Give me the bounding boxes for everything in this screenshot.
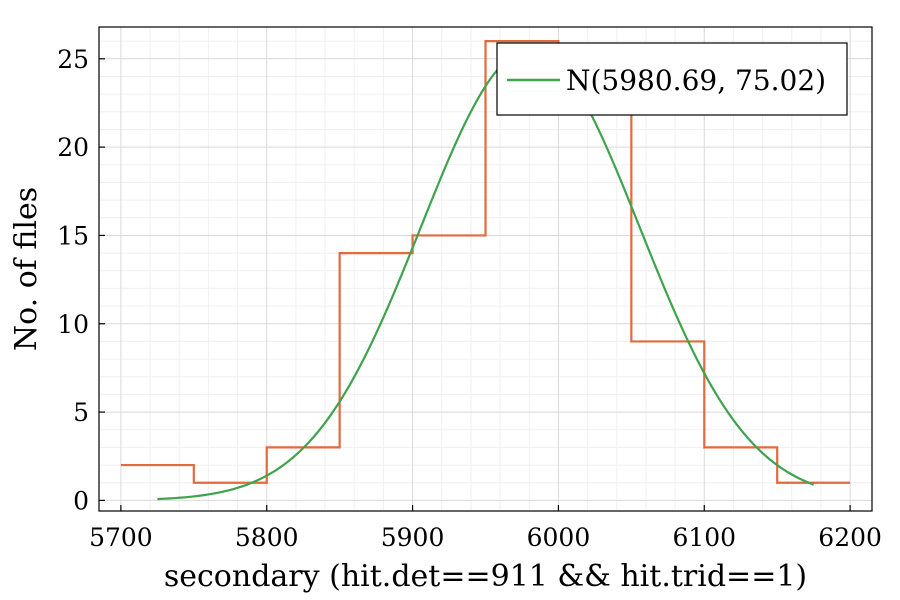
y-tick-label: 25 (57, 45, 89, 74)
y-axis-title: No. of files (9, 187, 44, 351)
x-tick-label: 6100 (672, 523, 736, 552)
x-tick-label: 6200 (818, 523, 882, 552)
y-tick-label: 20 (57, 133, 89, 162)
gaussian-fit-curve (157, 48, 815, 501)
y-axis-ticks: 0 5 10 15 20 25 (57, 45, 105, 515)
legend-label-fit: N(5980.69, 75.02) (566, 64, 826, 97)
y-tick-label: 10 (57, 310, 89, 339)
x-tick-label: 5800 (235, 523, 299, 552)
x-axis-title: secondary (hit.det==911 && hit.trid==1) (164, 559, 807, 594)
y-tick-label: 15 (57, 221, 89, 250)
x-axis-ticks: 5700 5800 5900 6000 6100 6200 (89, 505, 882, 552)
legend: N(5980.69, 75.02) (496, 42, 848, 116)
x-tick-label: 5700 (89, 523, 153, 552)
x-tick-label: 5900 (381, 523, 445, 552)
y-tick-label: 5 (73, 398, 89, 427)
x-tick-label: 6000 (527, 523, 591, 552)
plot-series (120, 40, 851, 501)
plot-frame (98, 26, 873, 512)
y-tick-label: 0 (73, 486, 89, 515)
